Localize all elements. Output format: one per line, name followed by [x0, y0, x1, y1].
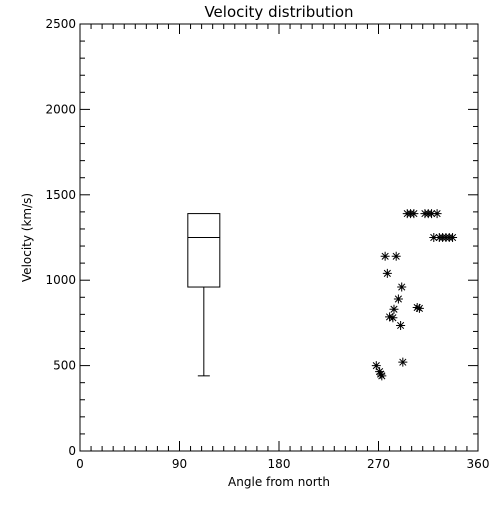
asterisk-marker [385, 312, 395, 322]
box-iqr [187, 213, 221, 288]
data-point [375, 367, 385, 377]
data-point [396, 320, 406, 330]
data-point [371, 361, 381, 371]
asterisk-marker [414, 303, 424, 313]
asterisk-marker [448, 233, 458, 242]
data-point [388, 313, 398, 323]
x-tick-label: 180 [268, 457, 291, 471]
data-point [382, 268, 392, 278]
x-tick-label: 0 [76, 457, 84, 471]
data-point [397, 282, 407, 292]
y-tick-label: 2000 [45, 102, 76, 116]
asterisk-marker [432, 209, 442, 219]
data-point [391, 251, 401, 261]
asterisk-marker [398, 357, 408, 367]
asterisk-marker [397, 282, 407, 292]
asterisk-marker [393, 294, 403, 304]
asterisk-marker [396, 320, 406, 330]
data-point [393, 294, 403, 304]
data-point [432, 209, 442, 219]
y-tick-label: 0 [68, 444, 76, 458]
data-point [412, 303, 422, 313]
tick-labels: 0 90 180 270 360 0 500 1000 1500 2000 2500 [45, 17, 489, 471]
data-point [429, 233, 439, 242]
asterisk-marker [380, 251, 390, 261]
y-tick-label: 2500 [45, 17, 76, 31]
data-point [409, 209, 419, 219]
data-point [377, 371, 387, 381]
asterisk-marker [377, 371, 387, 381]
y-tick-label: 1500 [45, 188, 76, 202]
data-point [385, 312, 395, 322]
data-point [398, 357, 408, 367]
asterisk-marker [412, 303, 422, 313]
asterisk-marker [409, 209, 419, 219]
data-point [448, 233, 458, 242]
asterisk-marker [382, 268, 392, 278]
asterisk-marker [375, 367, 385, 377]
axis-ticks [79, 23, 479, 452]
scatter-points [371, 209, 458, 381]
asterisk-marker [388, 313, 398, 323]
data-point [414, 303, 424, 313]
y-tick-label: 500 [53, 359, 76, 373]
data-point [389, 304, 399, 314]
chart-title: Velocity distribution [204, 3, 353, 21]
x-tick-label: 360 [467, 457, 490, 471]
x-tick-label: 90 [172, 457, 187, 471]
asterisk-marker [429, 233, 439, 242]
data-point [380, 251, 390, 261]
asterisk-marker [427, 209, 437, 219]
asterisk-marker [391, 251, 401, 261]
x-tick-label: 270 [367, 457, 390, 471]
asterisk-marker [389, 304, 399, 314]
data-point [427, 209, 437, 219]
boxplot [187, 213, 221, 377]
y-axis-title: Velocity (km/s) [20, 193, 34, 282]
y-tick-label: 1000 [45, 273, 76, 287]
x-axis-title: Angle from north [228, 475, 330, 489]
asterisk-marker [371, 361, 381, 371]
